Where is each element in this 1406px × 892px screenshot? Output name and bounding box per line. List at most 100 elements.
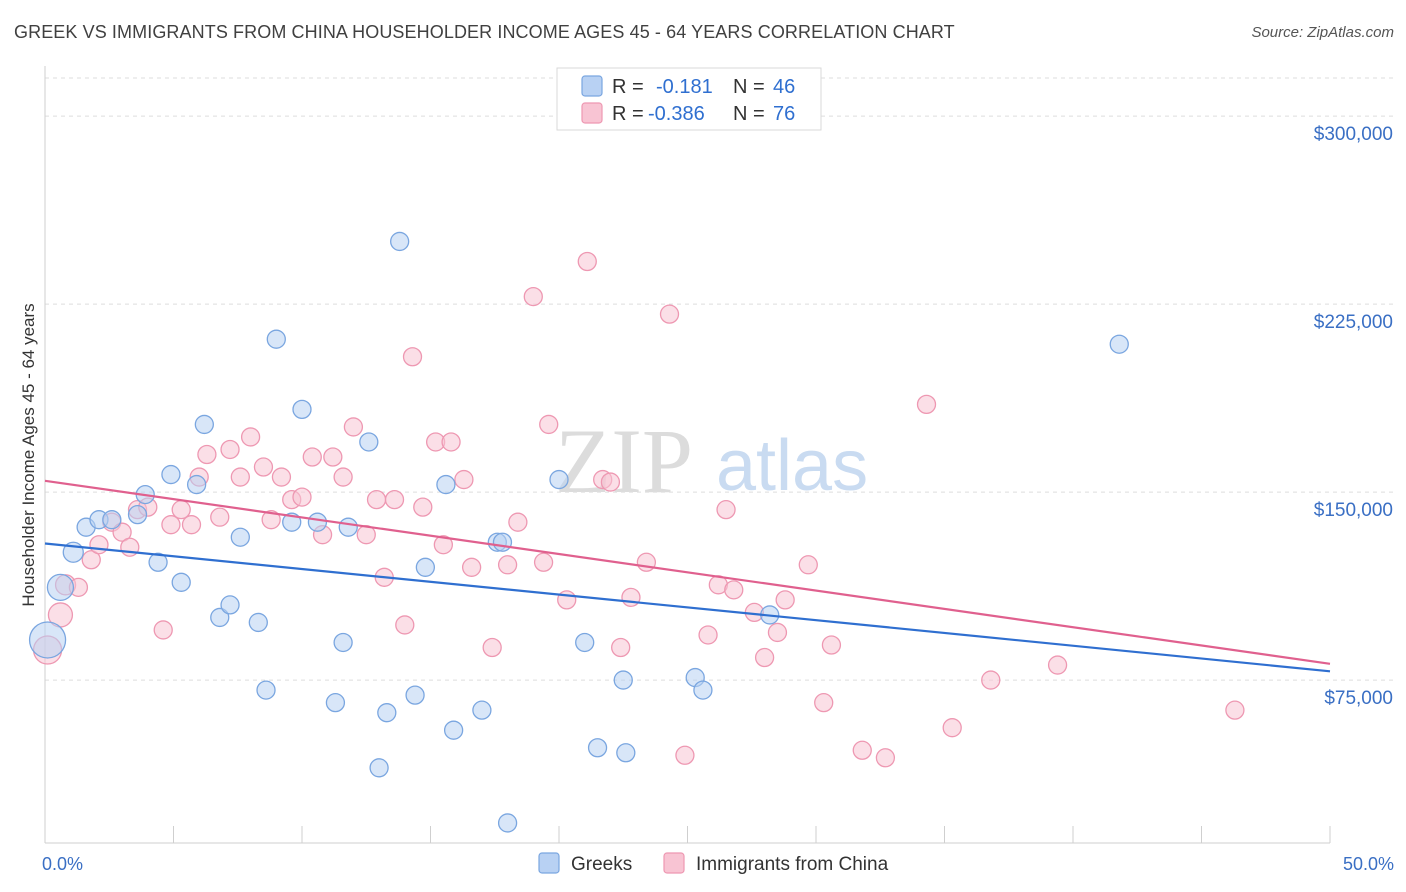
data-point-china — [852, 740, 872, 760]
data-point-greeks — [415, 557, 436, 577]
data-point-china — [981, 670, 1001, 690]
stats-n-value-china: 76 — [773, 103, 795, 125]
data-point-greeks — [194, 414, 214, 435]
data-point-greeks — [436, 474, 456, 495]
data-point-greeks — [405, 685, 425, 705]
data-point-greeks — [377, 703, 397, 723]
data-point-china — [754, 647, 775, 668]
data-point-greeks — [307, 512, 328, 532]
data-point-china — [395, 615, 415, 635]
data-point-greeks — [492, 532, 513, 552]
data-point-china — [461, 557, 482, 577]
data-point-china — [482, 637, 502, 658]
trend-line-china — [44, 479, 1331, 665]
data-point-china — [1047, 655, 1068, 675]
data-point-china — [89, 535, 109, 555]
data-point-china — [557, 590, 577, 610]
x-tick-label: 0.0% — [42, 854, 83, 874]
y-axis-label: Householder Income Ages 45 - 64 years — [19, 303, 38, 606]
data-point-china — [413, 497, 433, 517]
data-point-china — [402, 347, 423, 367]
data-point-greeks — [46, 573, 75, 601]
data-point-china — [433, 535, 454, 555]
data-point-china — [539, 414, 559, 435]
data-point-china — [942, 718, 962, 738]
data-point-china — [508, 512, 528, 532]
trend-line-greeks — [44, 542, 1331, 673]
data-point-greeks — [230, 527, 250, 547]
chart-title: GREEK VS IMMIGRANTS FROM CHINA HOUSEHOLD… — [14, 22, 955, 42]
data-point-greeks — [127, 505, 148, 525]
data-point-china — [798, 555, 818, 575]
data-point-china — [698, 625, 718, 645]
data-point-china — [767, 622, 788, 643]
stats-n-value-greeks: 46 — [773, 76, 795, 98]
trend-lines — [44, 479, 1331, 673]
data-point-greeks — [28, 621, 67, 659]
data-point-china — [875, 748, 896, 768]
data-point-china — [659, 304, 680, 324]
data-point-china — [181, 515, 202, 535]
data-point-greeks — [616, 743, 636, 763]
data-point-greeks — [186, 474, 207, 495]
data-point-greeks — [325, 692, 346, 713]
stats-r-label-greeks: R = — [612, 76, 644, 98]
source-credit: Source: ZipAtlas.com — [1251, 24, 1394, 41]
data-point-china — [323, 447, 343, 467]
data-point-china — [600, 472, 621, 492]
data-point-china — [292, 487, 312, 507]
data-point-china — [240, 427, 261, 447]
data-point-greeks — [148, 552, 168, 572]
stats-legend-swatch-greeks — [581, 75, 603, 97]
data-point-china — [724, 580, 744, 600]
data-point-china — [153, 620, 173, 640]
data-point-china — [333, 467, 353, 487]
watermark-zip: ZIP — [555, 410, 693, 512]
legend-label-china: Immigrants from China — [696, 854, 889, 875]
data-point-greeks — [443, 720, 464, 740]
watermark-atlas: atlas — [716, 426, 868, 506]
data-point-china — [675, 745, 695, 765]
data-point-china — [533, 552, 554, 572]
data-point-china — [611, 637, 631, 658]
data-point-china — [814, 692, 834, 713]
data-point-greeks — [390, 231, 410, 252]
y-tick-label: $150,000 — [1314, 500, 1393, 521]
legend-label-greeks: Greeks — [571, 854, 632, 875]
data-point-china — [497, 555, 518, 575]
stats-r-label-china: R = — [612, 103, 644, 125]
y-tick-label: $225,000 — [1314, 312, 1393, 333]
data-point-china — [621, 587, 641, 608]
data-point-china — [366, 489, 387, 510]
series-greeks-points — [28, 231, 1129, 833]
data-point-greeks — [102, 510, 122, 530]
data-point-greeks — [220, 595, 240, 615]
data-point-china — [636, 552, 657, 572]
data-point-china — [441, 432, 461, 452]
data-point-china — [775, 590, 795, 610]
data-point-greeks — [369, 758, 389, 778]
data-point-china — [161, 515, 181, 535]
stats-r-value-china: -0.386 — [648, 103, 705, 125]
x-tick-label: 50.0% — [1343, 854, 1394, 874]
data-point-china — [253, 457, 274, 477]
data-point-china — [261, 510, 281, 530]
data-point-china — [210, 507, 230, 527]
data-point-greeks — [497, 813, 518, 833]
data-point-greeks — [472, 700, 492, 720]
data-point-greeks — [587, 738, 608, 758]
series-legend: Greeks Immigrants from China — [538, 852, 889, 875]
stats-n-label-china: N = — [733, 103, 765, 125]
axes — [44, 66, 1331, 844]
data-point-china — [271, 467, 292, 487]
data-point-greeks — [256, 680, 276, 700]
data-point-china — [916, 394, 937, 415]
y-tick-label: $300,000 — [1314, 124, 1393, 145]
data-point-china — [1225, 700, 1245, 720]
data-point-china — [577, 251, 597, 272]
data-point-china — [197, 444, 217, 465]
data-point-china — [220, 439, 240, 460]
y-tick-labels: $75,000 $150,000 $225,000 $300,000 — [1314, 124, 1393, 709]
data-point-greeks — [1109, 334, 1129, 354]
data-point-china — [716, 499, 736, 520]
